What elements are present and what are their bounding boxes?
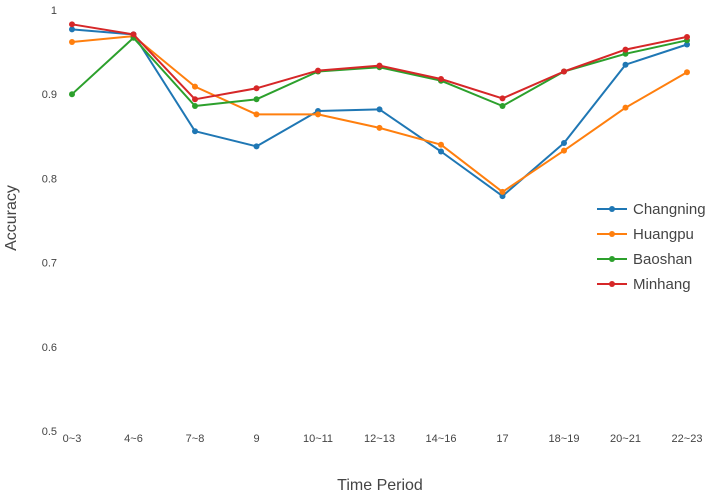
data-point <box>622 46 629 53</box>
legend: Changning Huangpu Baoshan Minhang <box>597 201 706 293</box>
data-point <box>69 26 75 33</box>
data-point <box>192 102 198 109</box>
data-point <box>130 31 137 38</box>
y-tick-label: 0.5 <box>42 426 57 438</box>
data-point <box>315 111 321 118</box>
data-point <box>438 76 444 83</box>
legend-label: Changning <box>633 201 706 218</box>
legend-label: Huangpu <box>633 226 694 243</box>
data-point <box>561 147 567 154</box>
data-point <box>69 21 75 28</box>
data-point <box>622 61 629 68</box>
legend-swatch-marker <box>609 256 615 262</box>
x-tick-label: 20~21 <box>610 433 641 445</box>
y-tick-label: 0.8 <box>42 173 57 185</box>
y-tick-label: 0.6 <box>42 342 57 354</box>
data-point <box>499 95 506 102</box>
data-point <box>561 68 567 75</box>
series-huangpu <box>69 33 690 195</box>
data-point <box>253 85 260 92</box>
x-tick-label: 12~13 <box>364 433 395 445</box>
data-point <box>622 50 629 57</box>
x-tick-label: 17 <box>496 433 508 445</box>
data-point <box>69 91 75 98</box>
data-point <box>192 96 198 103</box>
data-point <box>253 96 260 103</box>
data-point <box>376 124 383 131</box>
data-point <box>253 111 260 118</box>
x-axis-title: Time Period <box>337 477 423 493</box>
legend-label: Baoshan <box>633 251 692 268</box>
data-point <box>376 106 383 113</box>
data-point <box>684 69 690 76</box>
data-point <box>192 128 198 135</box>
y-axis-ticks: 0.5 0.6 0.7 0.8 0.9 1 <box>42 5 57 438</box>
x-tick-label: 14~16 <box>426 433 457 445</box>
data-point <box>376 62 383 69</box>
legend-item: Huangpu <box>597 226 694 243</box>
x-tick-label: 9 <box>253 433 259 445</box>
data-point <box>438 148 444 155</box>
series-layer <box>69 21 690 200</box>
data-point <box>315 67 321 74</box>
y-tick-label: 0.7 <box>42 258 57 270</box>
data-point <box>499 102 506 109</box>
data-point <box>622 104 629 111</box>
series-line <box>71 36 688 107</box>
legend-swatch-marker <box>609 206 615 212</box>
legend-swatch-marker <box>609 231 615 237</box>
x-tick-label: 10~11 <box>303 433 333 445</box>
data-point <box>561 140 567 147</box>
series-minhang <box>69 21 690 103</box>
data-point <box>684 33 690 40</box>
y-tick-label: 0.9 <box>42 89 57 101</box>
data-point <box>69 38 75 45</box>
data-point <box>438 141 444 148</box>
x-tick-label: 7~8 <box>186 433 205 445</box>
data-point <box>192 83 198 90</box>
legend-swatch-marker <box>609 281 615 287</box>
data-point <box>499 188 506 195</box>
data-point <box>499 193 506 200</box>
data-point <box>684 41 690 48</box>
x-tick-label: 4~6 <box>124 433 143 445</box>
legend-item: Minhang <box>597 276 691 293</box>
x-tick-label: 0~3 <box>63 433 82 445</box>
x-tick-label: 22~23 <box>672 433 703 445</box>
x-tick-label: 18~19 <box>549 433 580 445</box>
series-changning <box>69 26 690 200</box>
legend-label: Minhang <box>633 276 691 293</box>
series-line <box>71 28 688 198</box>
legend-item: Baoshan <box>597 251 692 268</box>
y-tick-label: 1 <box>51 5 57 17</box>
data-point <box>253 143 260 150</box>
series-line <box>71 35 688 193</box>
legend-item: Changning <box>597 201 706 218</box>
series-baoshan <box>69 34 690 109</box>
x-axis-ticks: 0~3 4~6 7~8 9 10~11 12~13 14~16 17 18~19 20~21 22~… <box>63 433 703 445</box>
y-axis-title: Accuracy <box>3 185 20 251</box>
